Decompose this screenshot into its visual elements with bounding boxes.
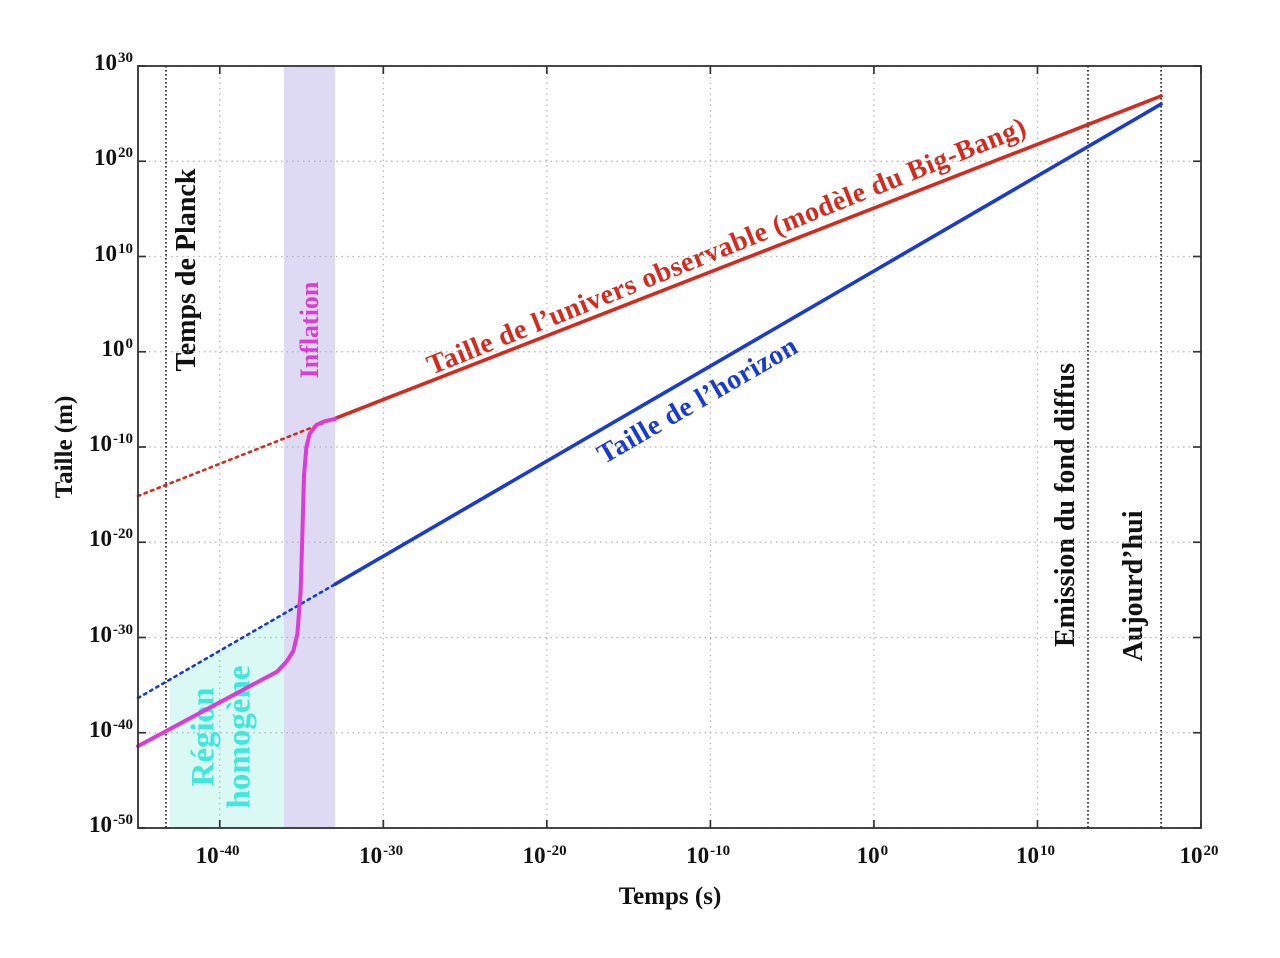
- inflation-curve: [136, 416, 338, 749]
- taille-univers-observable-extrapolation: [136, 417, 337, 498]
- taille-univers-observable: [333, 94, 1163, 421]
- plot-frame: [137, 65, 1202, 829]
- taille-horizon: [333, 102, 1163, 586]
- region-homogene: [170, 613, 284, 828]
- taille-horizon-extrapolation: [136, 582, 337, 700]
